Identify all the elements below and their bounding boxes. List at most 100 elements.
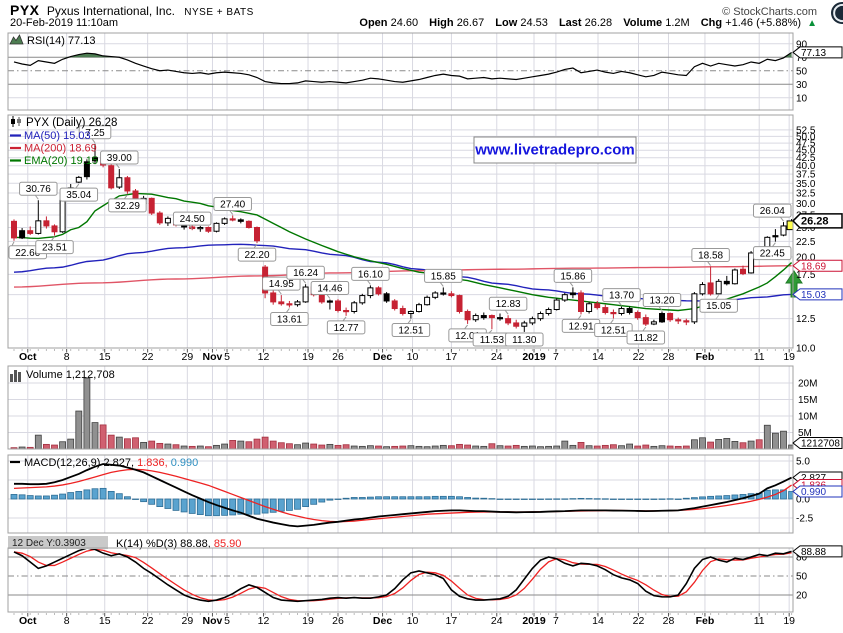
ticker-symbol: PYX	[10, 2, 40, 18]
svg-text:12.51: 12.51	[601, 326, 626, 337]
svg-text:11.30: 11.30	[512, 335, 537, 346]
svg-text:11.82: 11.82	[634, 333, 659, 344]
svg-text:14: 14	[592, 615, 604, 627]
x-axis-bottom: Oct 8 15 22 29 Nov 5 12 19 26 Dec 10 17 24 2019 7 14 22 28…	[13, 613, 795, 627]
last-value: 26.28	[584, 17, 613, 29]
svg-text:15M: 15M	[798, 395, 817, 406]
svg-text:11.53: 11.53	[480, 335, 505, 346]
chg-value: +1.46 (+5.88%)	[725, 17, 802, 29]
svg-text:10: 10	[407, 615, 419, 627]
svg-text:26: 26	[332, 615, 344, 627]
svg-text:5: 5	[224, 615, 230, 627]
ema20-line	[13, 192, 793, 312]
svg-text:10.0: 10.0	[796, 344, 816, 355]
svg-text:2019: 2019	[522, 615, 546, 627]
quote-summary: Open 24.60 High 26.67 Low 24.53 Last 26.…	[351, 17, 817, 29]
chg-label: Chg	[700, 17, 723, 29]
svg-text:45.0: 45.0	[796, 146, 816, 157]
svg-text:Oct: Oct	[19, 615, 37, 627]
svg-text:22: 22	[633, 615, 645, 627]
svg-text:22.45: 22.45	[760, 249, 785, 260]
svg-text:30.0: 30.0	[796, 199, 816, 210]
svg-text:12.51: 12.51	[398, 326, 423, 337]
stochastic-panel-label: K(14) %D(3) 88.88, 85.90	[116, 538, 241, 550]
svg-text:22: 22	[142, 615, 154, 627]
svg-text:8: 8	[64, 351, 70, 363]
low-label: Low	[495, 17, 518, 29]
svg-text:13.20: 13.20	[649, 295, 674, 306]
low-value: 24.53	[520, 17, 548, 29]
sto-panel	[8, 548, 793, 612]
svg-text:42.5: 42.5	[796, 153, 816, 164]
svg-text:Dec: Dec	[373, 615, 392, 627]
rsi-value-badge: 77.13	[792, 46, 843, 59]
stochastic-value-badge: 88.88	[792, 545, 843, 558]
price-badge-15.03: 15.03	[792, 288, 843, 301]
svg-text:26.28: 26.28	[801, 215, 829, 227]
svg-text:80: 80	[796, 552, 808, 563]
svg-text:Nov: Nov	[203, 615, 223, 627]
svg-text:22: 22	[142, 351, 154, 363]
svg-text:17.5: 17.5	[796, 270, 816, 281]
svg-text:27.40: 27.40	[220, 199, 245, 210]
price-annotations: 22.60 30.76 23.51 35.04 7.25 39.00 32.29 24.50 2…	[8, 125, 792, 347]
svg-text:26.04: 26.04	[760, 206, 785, 217]
chart-datetime: 20-Feb-2019 11:10am	[10, 17, 119, 29]
svg-text:7: 7	[553, 351, 559, 363]
open-label: Open	[359, 17, 388, 29]
svg-text:40.0: 40.0	[796, 161, 816, 172]
svg-text:15.03: 15.03	[801, 290, 826, 301]
svg-text:Dec: Dec	[373, 351, 392, 363]
rsi-panel-border	[7, 32, 794, 111]
svg-text:24: 24	[491, 351, 503, 363]
svg-text:5M: 5M	[798, 428, 812, 439]
svg-text:10: 10	[407, 351, 419, 363]
svg-text:10M: 10M	[798, 412, 817, 423]
last-label: Last	[558, 17, 582, 29]
svg-text:12.83: 12.83	[496, 299, 521, 310]
vol-panel-border	[7, 365, 794, 450]
svg-text:7: 7	[553, 615, 559, 627]
svg-text:77.13: 77.13	[801, 48, 826, 59]
rsi-panel-label: RSI(14) 77.13	[27, 35, 95, 47]
svg-text:11: 11	[754, 351, 765, 363]
buy-signal-arrow-icon	[785, 270, 803, 298]
svg-text:15.86: 15.86	[560, 271, 585, 282]
svg-text:16.10: 16.10	[358, 269, 383, 280]
price-badge-18.69: 18.69	[792, 259, 843, 272]
svg-text:0.990: 0.990	[801, 487, 826, 498]
svg-text:Feb: Feb	[696, 615, 715, 627]
svg-text:19: 19	[783, 351, 795, 363]
svg-text:22.60: 22.60	[15, 248, 40, 259]
volume-value-badge: 1212708	[792, 437, 843, 450]
svg-text:15: 15	[99, 351, 111, 363]
svg-text:12.01: 12.01	[455, 331, 480, 342]
svg-text:12.5: 12.5	[796, 314, 816, 325]
svg-text:26: 26	[332, 351, 344, 363]
ma50-legend: MA(50) 15.03	[24, 130, 91, 142]
svg-text:-2.5: -2.5	[796, 514, 814, 525]
macd-panel-label: MACD(12,26,9) 2.827, 1.836, 0.990	[24, 457, 198, 469]
svg-text:17: 17	[446, 615, 458, 627]
title-row: PYX Pyxus International, Inc. NYSE + BAT…	[10, 2, 843, 18]
svg-text:18.69: 18.69	[801, 261, 826, 272]
company-name: Pyxus International, Inc.	[46, 4, 175, 18]
svg-text:35.04: 35.04	[66, 190, 91, 201]
rsi-series	[8, 43, 793, 99]
volume-value: 1.2M	[665, 17, 690, 29]
vol-panel	[8, 366, 793, 449]
svg-text:12 Dec Y:0.3903: 12 Dec Y:0.3903	[12, 538, 86, 549]
svg-text:12: 12	[258, 351, 270, 363]
volume-label: Volume	[623, 17, 663, 29]
candlestick-icon	[11, 116, 21, 127]
svg-text:22.20: 22.20	[244, 250, 269, 261]
rsi-panel	[8, 33, 793, 110]
svg-text:30: 30	[796, 80, 808, 91]
svg-text:19: 19	[302, 351, 314, 363]
right-axis-labels: 907050301010.012.517.520.022.525.027.530…	[796, 39, 817, 601]
volume-panel-label: Volume 1,212,708	[26, 369, 115, 381]
svg-text:18.58: 18.58	[698, 251, 723, 262]
svg-text:10: 10	[796, 93, 808, 104]
